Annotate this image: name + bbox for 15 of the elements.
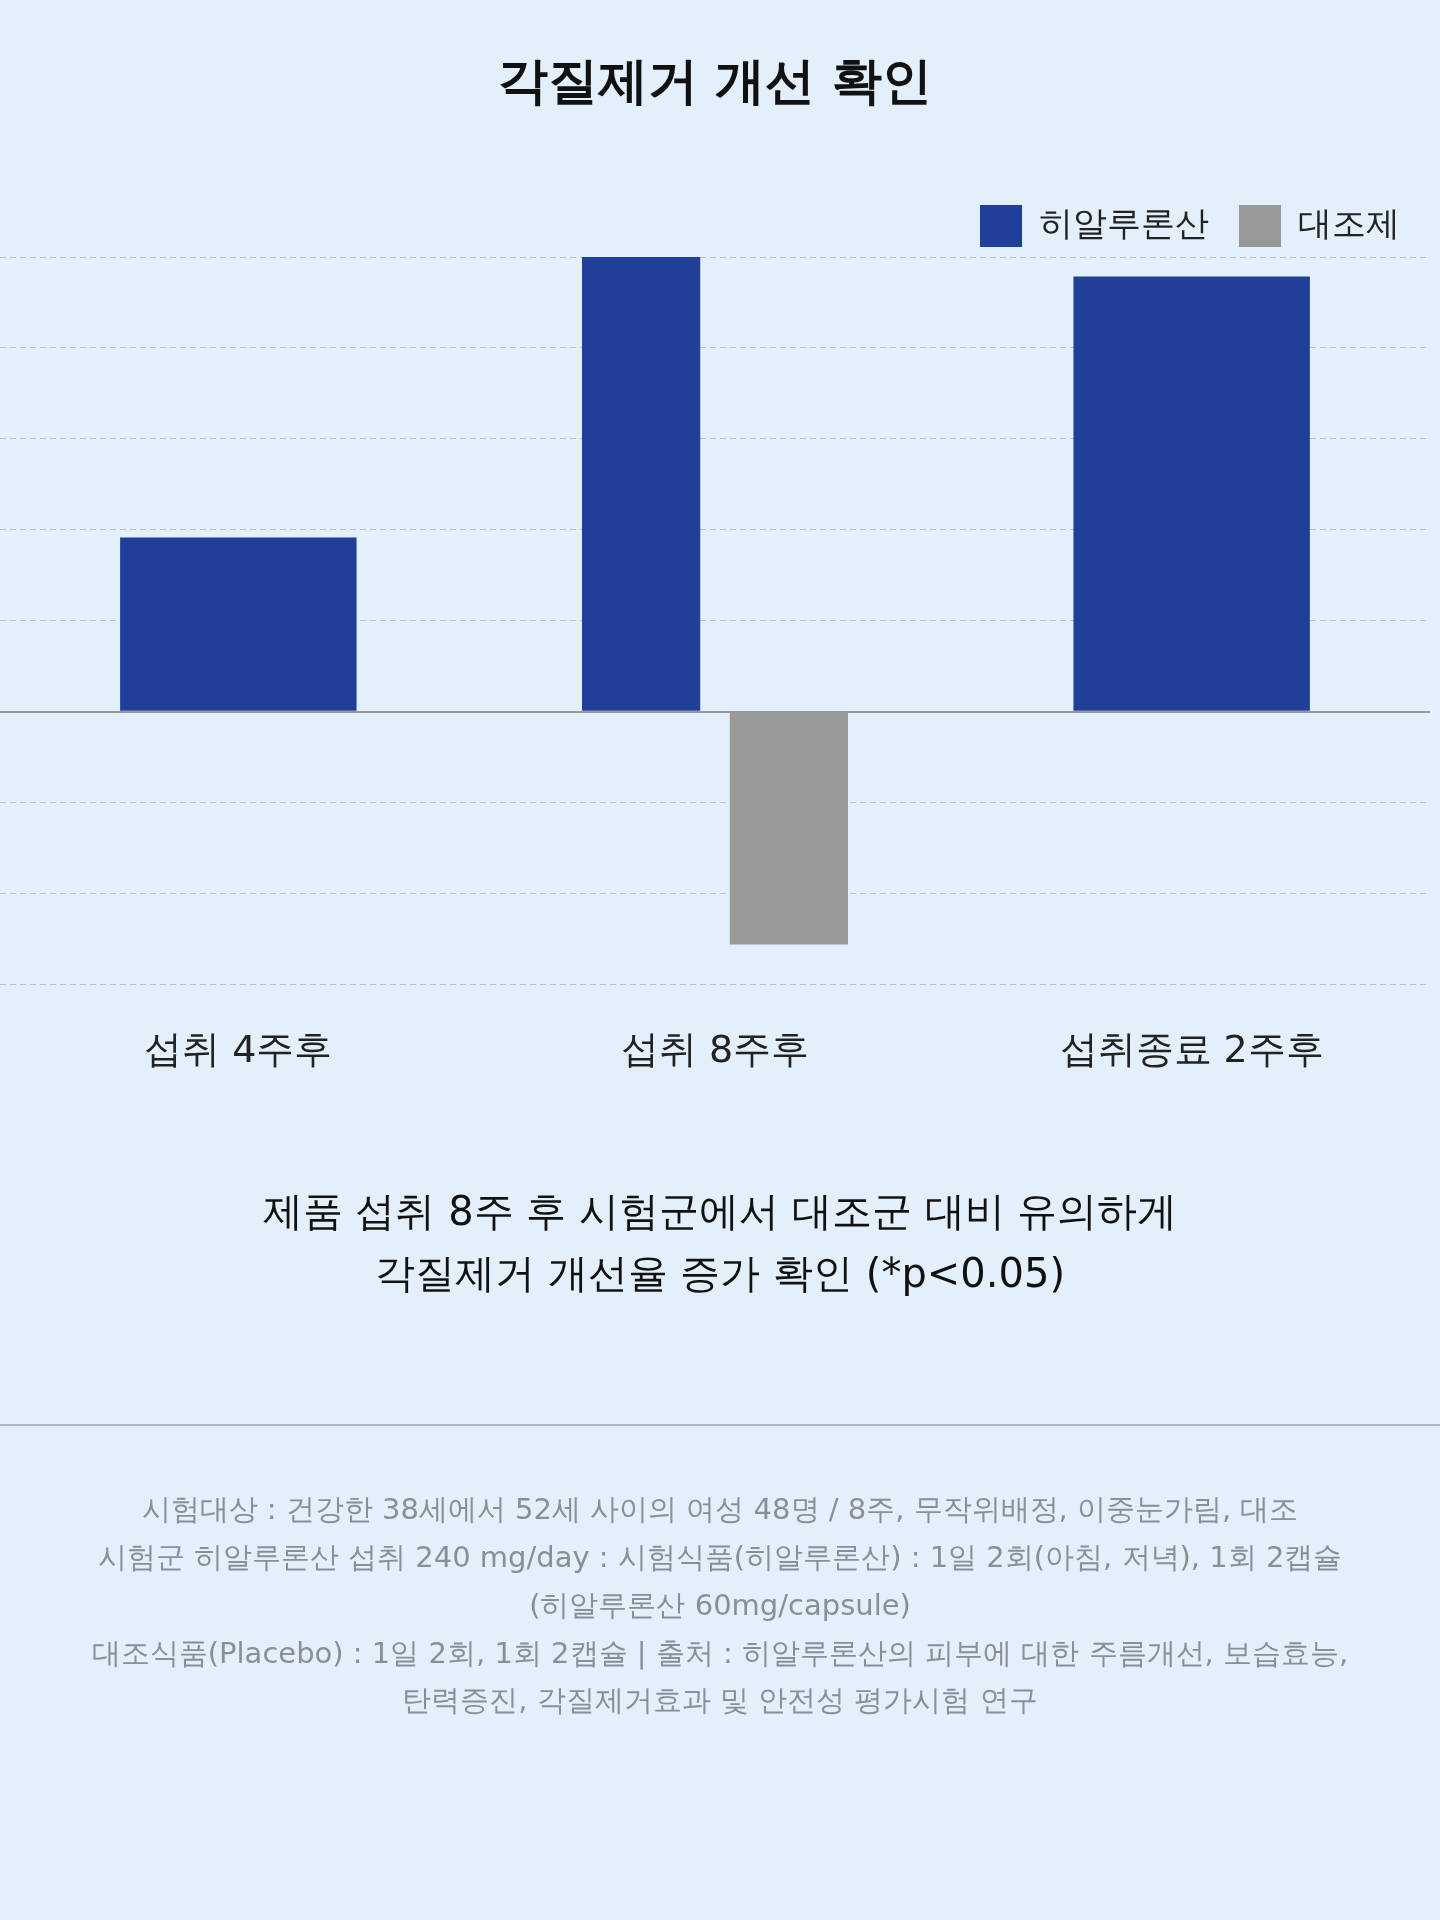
x-tick-label: 섭취 8주후	[620, 1027, 810, 1072]
bar	[120, 537, 357, 711]
text: 제품 섭취 8주 후 시험군에서 대조군 대비 유의하게	[261, 1187, 1179, 1236]
text: 대조식품(Placebo) : 1일 2회, 1회 2캡슐 | 출처 : 히알루론산의 피부에 대한 주름개선, 보습효능,	[90, 1634, 1350, 1672]
text: (히알루론산 60mg/capsule)	[528, 1586, 912, 1624]
x-tick-label: 섭취종료 2주후	[1059, 1027, 1324, 1072]
text: 탄력증진, 각질제거효과 및 안전성 평가시험 연구	[401, 1682, 1039, 1720]
legend-label: 히알루론산	[1039, 202, 1209, 243]
x-tick-label: 섭취 4주후	[144, 1027, 333, 1072]
text: 각질제거 개선율 증가 확인 (*p<0.05)	[373, 1249, 1066, 1298]
legend-label: 대조제	[1298, 202, 1400, 243]
bar	[1073, 276, 1310, 711]
text: 시험대상 : 건강한 38세에서 52세 사이의 여성 48명 / 8주, 무작위배정, 이중눈가림, 대조	[140, 1491, 1300, 1528]
text: 시험군 히알루론산 섭취 240 mg/day : 시험식품(히알루론산) : 1일 2회(아침, 저녁), 1회 2캡슐	[96, 1538, 1344, 1576]
chart-title: 각질제거 개선 확인	[497, 51, 933, 110]
